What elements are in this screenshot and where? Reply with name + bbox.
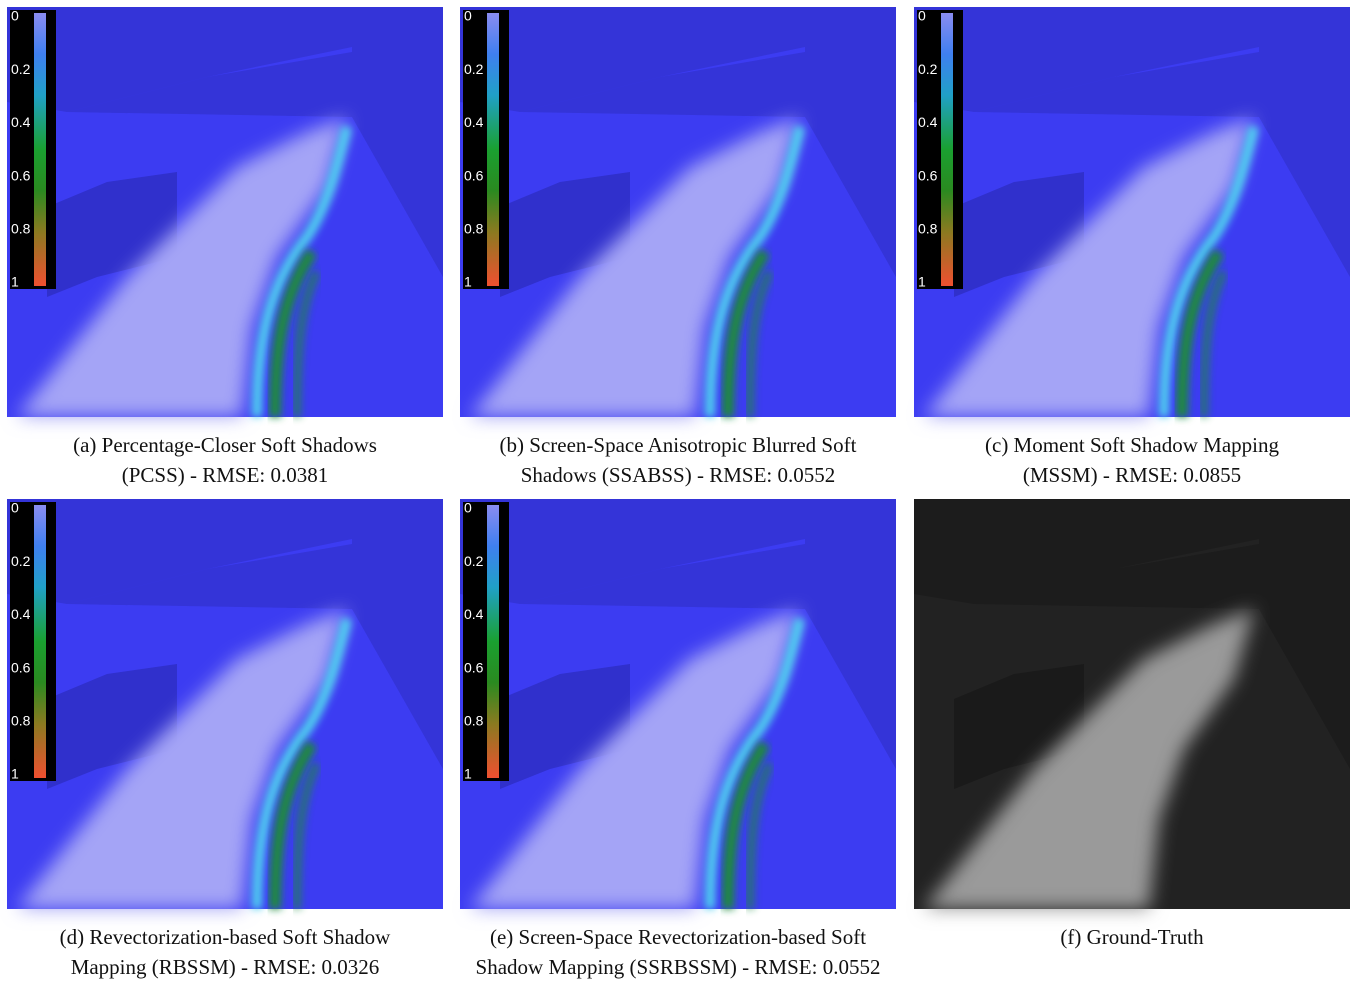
colorbar-tick-label: 0.4 — [11, 114, 31, 130]
colorbar-tick-label: 0.6 — [464, 659, 484, 675]
caption: (a) Percentage-Closer Soft Shadows — [73, 433, 377, 457]
panel: 0 0.2 0.4 0.6 0.8 1 — [460, 499, 896, 909]
caption: (PCSS) - RMSE: 0.0381 — [122, 463, 329, 487]
colorbar-frame — [10, 502, 56, 781]
colorbar-tick-label: 0.4 — [464, 606, 484, 622]
colorbar-gradient — [487, 13, 499, 286]
colorbar-tick-label: 0.8 — [464, 221, 484, 237]
colorbar-gradient — [941, 13, 953, 286]
colorbar-tick-label: 0.8 — [464, 713, 484, 729]
colorbar: 0 0.2 0.4 0.6 0.8 1 — [917, 8, 963, 290]
colorbar-tick-label: 1 — [464, 274, 472, 290]
panel: 0 0.2 0.4 0.6 0.8 1 — [460, 7, 896, 417]
caption: (MSSM) - RMSE: 0.0855 — [1023, 463, 1241, 487]
colorbar: 0 0.2 0.4 0.6 0.8 1 — [10, 500, 56, 782]
colorbar-tick-label: 0.2 — [918, 61, 938, 77]
figure: 0 0.2 0.4 0.6 0.8 1 (a) Percentage-Closer Soft… — [0, 0, 1358, 983]
render-image — [914, 499, 1350, 909]
colorbar-frame — [463, 10, 509, 289]
colorbar-tick-label: 1 — [464, 766, 472, 782]
colorbar-frame — [917, 10, 963, 289]
colorbar-tick-label: 0 — [918, 8, 926, 24]
colorbar-frame — [10, 10, 56, 289]
colorbar-tick-label: 0 — [464, 8, 472, 24]
panel: 0 0.2 0.4 0.6 0.8 1 — [7, 7, 443, 417]
colorbar-tick-label: 0.2 — [464, 553, 484, 569]
colorbar-tick-label: 0.4 — [464, 114, 484, 130]
render-image — [460, 7, 896, 417]
caption: (e) Screen-Space Revectorization-based S… — [490, 925, 866, 949]
panel: 0 0.2 0.4 0.6 0.8 1 — [7, 499, 443, 909]
render-image — [7, 499, 443, 909]
colorbar-tick-label: 0.2 — [464, 61, 484, 77]
colorbar-tick-label: 0.6 — [11, 167, 31, 183]
render-image — [914, 7, 1350, 417]
colorbar-tick-label: 0.8 — [11, 713, 31, 729]
colorbar-tick-label: 0.6 — [11, 659, 31, 675]
colorbar-tick-label: 1 — [11, 274, 19, 290]
colorbar-tick-label: 0.4 — [918, 114, 938, 130]
colorbar: 0 0.2 0.4 0.6 0.8 1 — [463, 8, 509, 290]
colorbar-tick-label: 0.6 — [464, 167, 484, 183]
colorbar-tick-label: 0 — [11, 500, 19, 516]
colorbar-tick-label: 0 — [464, 500, 472, 516]
colorbar-tick-label: 0.2 — [11, 61, 31, 77]
caption: (f) Ground-Truth — [1060, 925, 1204, 949]
colorbar-tick-label: 0.8 — [918, 221, 938, 237]
colorbar-tick-label: 1 — [918, 274, 926, 290]
colorbar-tick-label: 0.6 — [918, 167, 938, 183]
colorbar-tick-label: 0 — [11, 8, 19, 24]
colorbar-tick-label: 0.2 — [11, 553, 31, 569]
colorbar-gradient — [487, 505, 499, 778]
colorbar-gradient — [34, 505, 46, 778]
colorbar: 0 0.2 0.4 0.6 0.8 1 — [10, 8, 56, 290]
panel: 0 0.2 0.4 0.6 0.8 1 — [914, 7, 1350, 417]
colorbar-frame — [463, 502, 509, 781]
colorbar: 0 0.2 0.4 0.6 0.8 1 — [463, 500, 509, 782]
colorbar-tick-label: 1 — [11, 766, 19, 782]
colorbar-tick-label: 0.8 — [11, 221, 31, 237]
caption: Mapping (RBSSM) - RMSE: 0.0326 — [71, 955, 380, 979]
caption: Shadows (SSABSS) - RMSE: 0.0552 — [521, 463, 835, 487]
caption: Shadow Mapping (SSRBSSM) - RMSE: 0.0552 — [476, 955, 881, 979]
caption: (c) Moment Soft Shadow Mapping — [985, 433, 1279, 457]
render-image — [7, 7, 443, 417]
panel — [914, 499, 1350, 909]
colorbar-gradient — [34, 13, 46, 286]
caption: (d) Revectorization-based Soft Shadow — [60, 925, 391, 949]
colorbar-tick-label: 0.4 — [11, 606, 31, 622]
caption: (b) Screen-Space Anisotropic Blurred Sof… — [500, 433, 857, 457]
render-image — [460, 499, 896, 909]
